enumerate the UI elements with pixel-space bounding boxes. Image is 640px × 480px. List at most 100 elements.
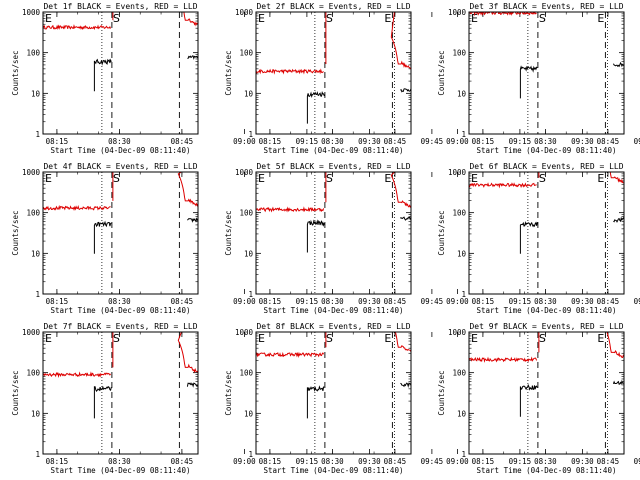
x-axis-label: Start Time (04-Dec-09 08:11:40) [477,466,617,475]
y-tick-label: 10 [244,409,254,418]
x-tick-label: 09:15 [296,457,319,466]
plot-frame [42,11,199,135]
events-series-line [612,379,624,385]
marker-e-label: E [597,12,604,25]
y-tick-label: 100 [239,209,253,218]
panel-6: Det 6f BLACK = Events, RED = LLD 1 10 100 10… [437,162,625,315]
y-tick-label: 10 [31,249,41,258]
y-axis-label: Counts/sec [224,370,233,415]
x-tick-label: 09:00 [233,457,256,466]
x-tick-label: 09:00 [446,297,469,306]
events-series-line [612,61,624,68]
plot-frame [255,11,412,135]
marker-e-label: E [45,332,52,345]
marker-s-label: S [326,332,333,345]
y-tick-label: 10 [31,409,41,418]
x-tick-label: 08:15 [46,137,69,146]
y-tick-label: 10 [457,249,467,258]
events-series-line [306,385,325,419]
x-tick-label: 08:30 [534,297,557,306]
y-tick-label: 100 [452,209,466,218]
x-tick-label: 09:30 [358,297,381,306]
events-series-line [186,382,198,388]
marker-e-label: E [258,332,265,345]
x-tick-label: 08:30 [108,297,131,306]
y-tick-label: 1 [461,130,466,139]
lld-series-line [177,172,198,207]
marker-e-label: E [471,332,478,345]
lld-series-line [390,12,411,70]
y-tick-label: 1000 [235,328,254,337]
marker-s-label: S [326,172,333,185]
x-tick-label: 08:15 [472,137,495,146]
events-series-line [187,217,198,223]
panel-4: Det 4f BLACK = Events, RED = LLD11010010… [11,162,443,315]
x-tick-label: 08:45 [384,297,407,306]
marker-e-label: E [384,12,391,25]
x-tick-label: 08:45 [597,457,620,466]
lld-series-line [256,206,325,213]
lld-series-line [469,356,538,363]
plot-frame [255,171,412,295]
x-tick-label: 09:00 [446,137,469,146]
events-series-line [519,65,538,99]
x-axis-label: Start Time (04-Dec-09 08:11:40) [264,466,404,475]
marker-e-label: E [45,12,52,25]
events-series-line [93,220,112,254]
y-tick-label: 100 [452,49,466,58]
panel-title: Det 5f BLACK = Events, RED = LLD [256,162,410,171]
panel-title: Det 9f BLACK = Events, RED = LLD [469,322,623,331]
y-axis-label: Counts/sec [224,50,233,95]
y-tick-label: 1000 [448,8,467,17]
x-tick-label: 08:45 [384,457,407,466]
marker-e-label: E [258,12,265,25]
x-tick-label: 09:15 [509,137,532,146]
y-tick-label: 1000 [22,328,41,337]
x-tick-label: 09:30 [358,137,381,146]
y-tick-label: 100 [26,209,40,218]
events-series-line [306,91,325,124]
events-series-line [400,88,411,93]
x-tick-label: 09:00 [233,297,256,306]
x-tick-label: 08:30 [321,457,344,466]
lld-series-line [43,371,112,379]
y-tick-label: 1000 [22,168,41,177]
panel-2: Det 2f BLACK = Events, RED = LLD11010010… [224,2,640,155]
lld-series-line [43,204,111,212]
y-axis-label: Counts/sec [224,210,233,255]
y-tick-label: 100 [26,49,40,58]
x-tick-label: 08:15 [259,457,282,466]
y-tick-label: 100 [26,369,40,378]
y-tick-label: 10 [31,89,41,98]
x-tick-label: 08:15 [472,297,495,306]
x-tick-label: 08:15 [259,137,282,146]
x-tick-label: 09:15 [296,297,319,306]
x-axis-label: Start Time (04-Dec-09 08:11:40) [51,466,191,475]
y-tick-label: 1 [248,130,253,139]
marker-s-label: S [113,172,120,185]
panel-5: Det 5f BLACK = Events, RED = LLD11010010… [224,162,640,315]
marker-s-label: S [113,332,120,345]
x-tick-label: 09:30 [571,297,594,306]
x-axis-label: Start Time (04-Dec-09 08:11:40) [51,306,191,315]
x-tick-label: 08:30 [321,297,344,306]
y-tick-label: 10 [244,89,254,98]
x-tick-label: 08:15 [259,297,282,306]
x-tick-label: 08:30 [534,137,557,146]
x-axis-label: Start Time (04-Dec-09 08:11:40) [264,146,404,155]
lld-series-line [180,12,198,27]
x-tick-label: 09:45 [421,137,444,146]
x-tick-label: 09:45 [421,457,444,466]
x-tick-label: 08:30 [321,137,344,146]
y-axis-label: Counts/sec [437,50,446,95]
events-series-line [400,382,411,388]
y-tick-label: 1 [248,450,253,459]
plot-frame [468,11,625,135]
lld-series-line [256,351,325,359]
x-tick-label: 08:45 [597,297,620,306]
y-tick-label: 1000 [235,168,254,177]
y-axis-label: Counts/sec [11,210,20,255]
marker-e-label: E [45,172,52,185]
x-tick-label: 09:30 [358,457,381,466]
y-tick-label: 1000 [235,8,254,17]
